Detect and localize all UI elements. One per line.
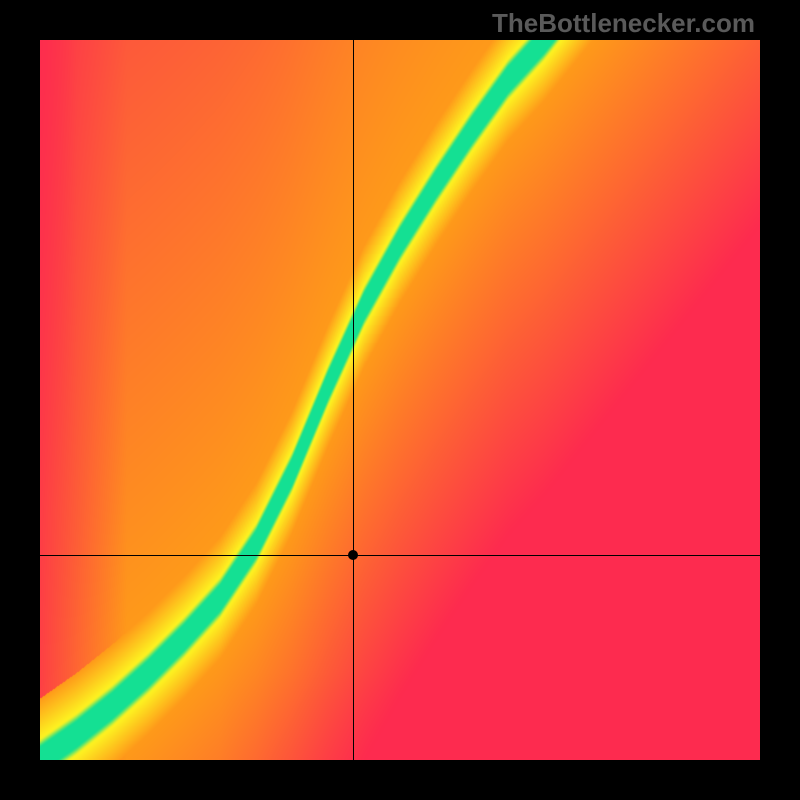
crosshair-vertical <box>353 40 354 760</box>
sample-point-dot <box>348 550 358 560</box>
crosshair-horizontal <box>40 555 760 556</box>
bottleneck-heatmap <box>40 40 760 760</box>
chart-frame: TheBottlenecker.com <box>0 0 800 800</box>
watermark-text: TheBottlenecker.com <box>492 8 755 39</box>
